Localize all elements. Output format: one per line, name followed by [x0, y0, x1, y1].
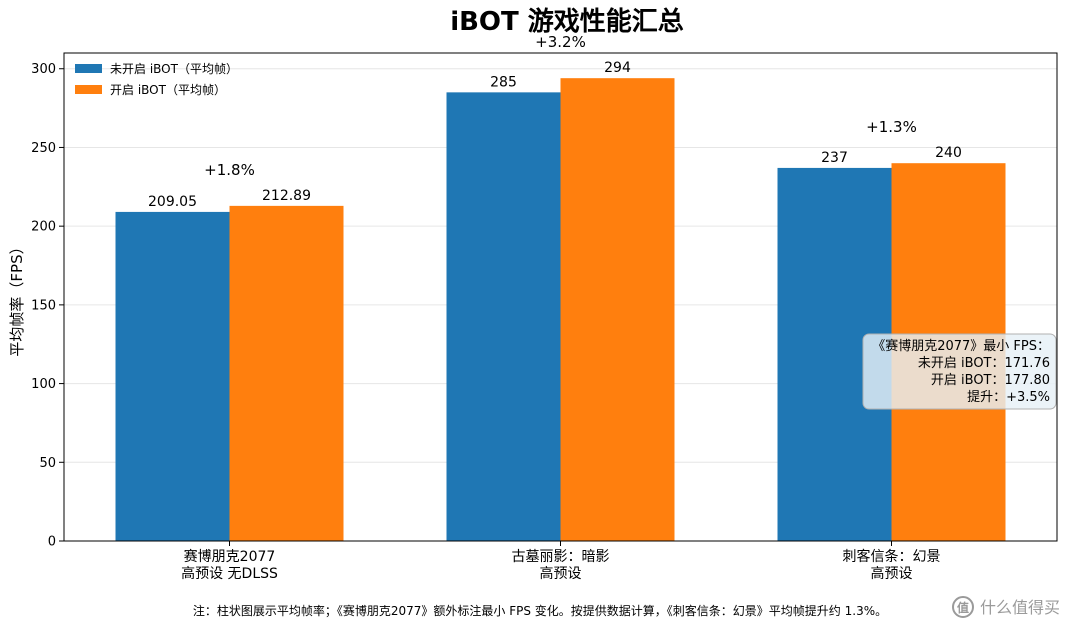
watermark-text: 什么值得买 [980, 598, 1060, 617]
bar-value-label: 285 [490, 74, 517, 90]
chart-title: iBOT 游戏性能汇总 [450, 6, 684, 37]
bar-series-1-1 [115, 211, 230, 541]
legend-label-series-2: 开启 iBOT（平均帧） [110, 83, 226, 97]
x-tick-label: 古墓丽影：暗影 [512, 549, 610, 565]
annotation-line-1: 《赛博朋克2077》最小 FPS： [872, 338, 1050, 354]
footnote: 注：柱状图展示平均帧率；《赛博朋克2077》额外标注最小 FPS 变化。按提供数… [193, 603, 887, 618]
legend-swatch-series-2 [75, 85, 102, 94]
bar-series-2-1 [229, 205, 344, 541]
y-axis: 0 50 100 150 200 250 300 [31, 62, 64, 550]
data-labels: 209.05 212.89 +1.8% 285 294 +3.2% 237 240 +1.3% [148, 33, 962, 210]
gain-label: +3.2% [535, 33, 586, 51]
bar-series-2-2 [560, 78, 675, 541]
x-tick-label: 高预设 [871, 565, 913, 582]
bar-series-1-2 [446, 92, 561, 542]
x-tick-label: 赛博朋克2077 [184, 548, 276, 565]
x-tick-label: 高预设 [540, 565, 582, 582]
gain-label: +1.3% [866, 118, 917, 136]
legend-swatch-series-1 [75, 64, 102, 73]
annotation-line-4: 提升：+3.5% [967, 389, 1050, 405]
annotation-box-bg [862, 333, 1057, 410]
bar-value-label: 209.05 [148, 194, 197, 210]
watermark-logo-icon [952, 596, 974, 618]
y-tick-label: 100 [31, 377, 56, 392]
x-tick-label: 高预设 无DLSS [181, 565, 278, 582]
bar-value-label: 212.89 [262, 188, 311, 204]
legend-label-series-1: 未开启 iBOT（平均帧） [110, 62, 238, 76]
annotation-line-2: 未开启 iBOT：171.76 [918, 356, 1050, 371]
bar-value-label: 240 [935, 145, 962, 161]
y-tick-label: 250 [31, 141, 56, 156]
x-tick-label: 刺客信条：幻景 [843, 548, 941, 565]
watermark: 值 什么值得买 [952, 596, 1060, 618]
gain-label: +1.8% [204, 161, 255, 179]
y-tick-label: 150 [31, 298, 56, 313]
y-tick-label: 300 [31, 62, 56, 77]
y-axis-label: 平均帧率（FPS） [8, 239, 26, 356]
annotation-line-3: 开启 iBOT：177.80 [931, 373, 1050, 388]
bar-value-label: 237 [821, 150, 848, 166]
y-tick-label: 0 [48, 535, 56, 550]
legend: 未开启 iBOT（平均帧） 开启 iBOT（平均帧） [75, 62, 238, 97]
watermark-logo-glyph: 值 [957, 600, 969, 615]
y-tick-label: 50 [39, 456, 56, 471]
min-fps-annotation: 《赛博朋克2077》最小 FPS： 未开启 iBOT：171.76 开启 iBO… [862, 333, 1057, 410]
bar-value-label: 294 [604, 60, 631, 76]
y-tick-label: 200 [31, 220, 56, 235]
